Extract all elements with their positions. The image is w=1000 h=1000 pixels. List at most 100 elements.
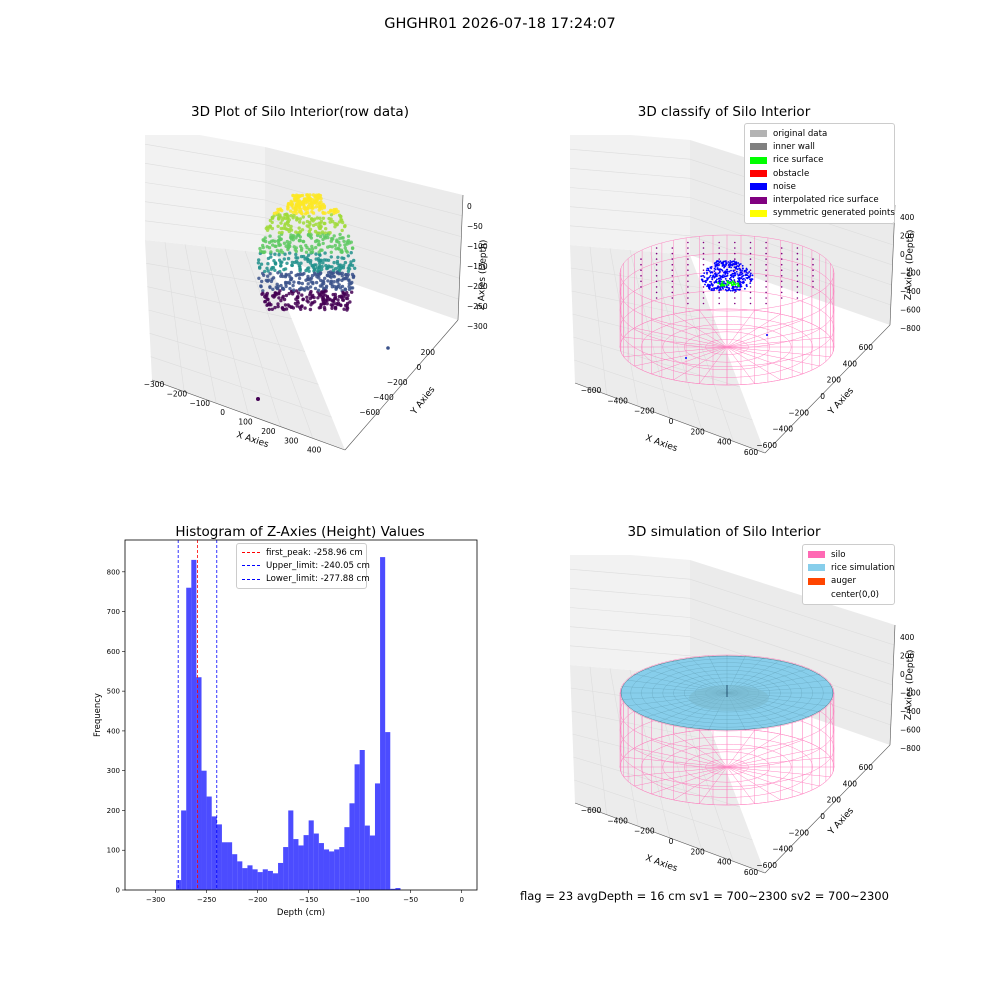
data-point — [277, 253, 281, 257]
data-point — [321, 279, 326, 284]
data-point — [340, 228, 344, 233]
data-point — [283, 267, 288, 271]
data-point — [273, 305, 277, 310]
histogram-bar — [186, 587, 192, 890]
histogram-bar — [339, 847, 345, 890]
interp-point — [780, 280, 783, 283]
x-tick-label: 400 — [717, 438, 732, 447]
noise-point — [735, 262, 738, 265]
histogram-bar — [272, 873, 279, 890]
x-tick-label: 200 — [261, 427, 276, 436]
legend-swatch — [750, 209, 767, 217]
interp-point — [640, 269, 642, 271]
data-point — [321, 261, 325, 265]
silo-floor-spoke — [651, 739, 728, 768]
silo-floor-spoke — [699, 310, 728, 348]
noise-point — [727, 284, 730, 286]
z-axis-label: Z Axies (Depth) — [904, 230, 916, 301]
noise-point — [724, 278, 727, 280]
silo-floor-spoke — [673, 733, 728, 768]
histogram-bar — [308, 820, 314, 890]
data-point — [310, 210, 314, 214]
noise-point — [714, 266, 717, 268]
z-tick-label: 200 — [900, 232, 915, 241]
data-point — [268, 234, 272, 238]
noise-point — [738, 263, 741, 266]
data-point — [265, 245, 269, 249]
interp-point — [765, 252, 767, 255]
histogram-bar — [181, 810, 187, 890]
x-tick-label: 600 — [744, 448, 759, 457]
noise-point — [730, 274, 733, 276]
data-point — [277, 258, 282, 262]
silo-floor-spoke — [699, 730, 728, 768]
noise-point — [709, 271, 712, 274]
noise-point — [735, 270, 738, 273]
data-point — [298, 203, 303, 207]
data-point — [320, 207, 324, 211]
histogram-bar — [318, 843, 324, 890]
noise-point — [711, 289, 713, 292]
data-point — [329, 303, 333, 307]
data-point — [314, 280, 319, 285]
noise-point — [724, 282, 727, 285]
silo-floor-spoke — [726, 346, 803, 375]
x-tick-label: −300 — [144, 380, 165, 389]
y-tick-label: −600 — [756, 441, 777, 450]
silo-floor-spoke — [634, 327, 728, 348]
noise-point — [743, 269, 746, 272]
data-point — [266, 297, 270, 301]
noise-point — [741, 272, 744, 275]
noise-point — [737, 274, 740, 277]
silo-floor-spoke — [726, 733, 781, 768]
histogram-bar — [216, 824, 222, 891]
x-tick-label: 0 — [459, 896, 463, 904]
noise-point — [709, 274, 712, 277]
data-point — [276, 286, 280, 290]
rice-point — [717, 282, 720, 285]
noise-point — [721, 261, 723, 264]
histogram-bar — [349, 803, 355, 890]
data-point — [311, 223, 316, 228]
data-point — [308, 293, 312, 297]
data-point — [266, 302, 270, 307]
z-tick-label: −200 — [900, 689, 921, 698]
interp-point — [749, 258, 752, 260]
legend-swatch — [242, 578, 260, 580]
data-point — [345, 296, 350, 301]
data-point — [283, 303, 288, 307]
data-point — [279, 264, 283, 268]
data-point — [338, 236, 342, 240]
data-point — [287, 273, 291, 277]
data-point — [296, 291, 301, 295]
z-axis-label: Z Axies (Depth) — [477, 240, 489, 311]
interp-point — [780, 263, 783, 266]
legend-label: inner wall — [773, 141, 815, 152]
noise-point — [739, 281, 742, 283]
data-point — [289, 270, 293, 275]
data-point — [323, 276, 327, 280]
data-point — [297, 276, 302, 281]
x-tick-label: −150 — [299, 896, 318, 904]
noise-point — [741, 264, 744, 267]
silo-floor-spoke — [726, 766, 831, 778]
y-tick-label: 300 — [107, 767, 120, 775]
data-point — [330, 271, 334, 275]
legend-label: noise — [773, 181, 796, 192]
data-point — [346, 234, 351, 238]
data-point — [351, 275, 356, 280]
noise-point — [724, 264, 726, 266]
data-point — [277, 215, 281, 219]
interp-point — [655, 275, 658, 277]
legend-label: original data — [773, 128, 828, 139]
data-point — [318, 305, 323, 310]
data-point — [312, 268, 317, 272]
data-point — [323, 293, 327, 297]
data-point — [265, 266, 269, 270]
noise-point — [729, 260, 732, 262]
silo-floor-spoke — [634, 346, 728, 367]
data-point — [313, 273, 317, 277]
data-point — [307, 214, 311, 218]
noise-point — [704, 279, 707, 282]
silo-floor-spoke — [699, 766, 728, 804]
